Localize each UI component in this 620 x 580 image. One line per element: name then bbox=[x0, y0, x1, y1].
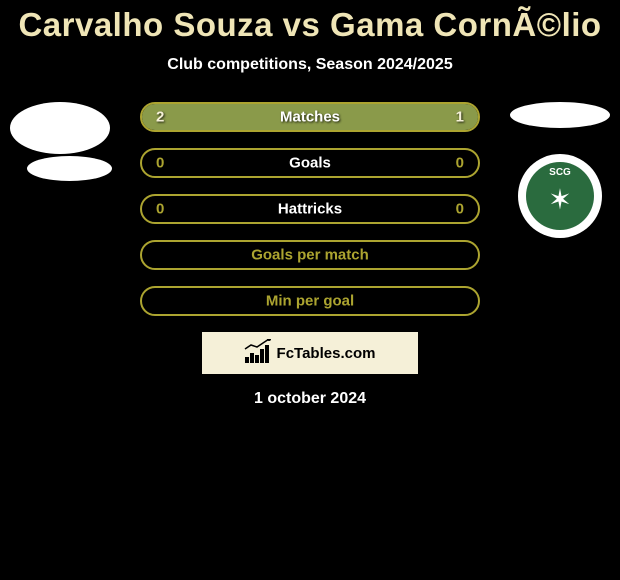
stat-label: Min per goal bbox=[266, 293, 354, 310]
club-badge-inner: SCG ✶ bbox=[526, 162, 594, 230]
stat-label: Goals per match bbox=[251, 247, 369, 264]
stat-bars: Matches 2 1 Goals 0 0 Hattricks 0 0 Goals per mat… bbox=[140, 102, 480, 316]
stat-label: Goals bbox=[289, 155, 331, 172]
stats-area: SCG ✶ Matches 2 1 Goals 0 0 Hattricks 0 0 Goals p… bbox=[0, 102, 620, 316]
stat-label: Hattricks bbox=[278, 201, 342, 218]
stat-row-goals-per-match: Goals per match bbox=[140, 240, 480, 270]
stat-value-right: 0 bbox=[456, 155, 464, 172]
stat-row-hattricks: Hattricks 0 0 bbox=[140, 194, 480, 224]
player-left-club-badge bbox=[27, 156, 112, 181]
stat-value-left: 0 bbox=[156, 155, 164, 172]
chart-icon bbox=[245, 343, 271, 363]
club-badge-text: SCG bbox=[549, 167, 571, 178]
stat-value-right: 0 bbox=[456, 201, 464, 218]
stat-value-left: 2 bbox=[156, 109, 164, 126]
stat-value-right: 1 bbox=[456, 109, 464, 126]
stat-row-goals: Goals 0 0 bbox=[140, 148, 480, 178]
player-right-avatar bbox=[510, 102, 610, 128]
watermark: FcTables.com bbox=[202, 332, 418, 374]
subtitle: Club competitions, Season 2024/2025 bbox=[0, 56, 620, 74]
stat-value-left: 0 bbox=[156, 201, 164, 218]
star-icon: ✶ bbox=[548, 183, 571, 216]
stat-row-matches: Matches 2 1 bbox=[140, 102, 480, 132]
page-title: Carvalho Souza vs Gama CornÃ©lio bbox=[0, 0, 620, 44]
player-right-club-badge: SCG ✶ bbox=[518, 154, 602, 238]
stat-label: Matches bbox=[280, 109, 340, 126]
watermark-text: FcTables.com bbox=[277, 345, 376, 362]
date: 1 october 2024 bbox=[0, 390, 620, 408]
player-left-avatar bbox=[10, 102, 110, 154]
stat-row-min-per-goal: Min per goal bbox=[140, 286, 480, 316]
content-wrapper: Carvalho Souza vs Gama CornÃ©lio Club co… bbox=[0, 0, 620, 580]
